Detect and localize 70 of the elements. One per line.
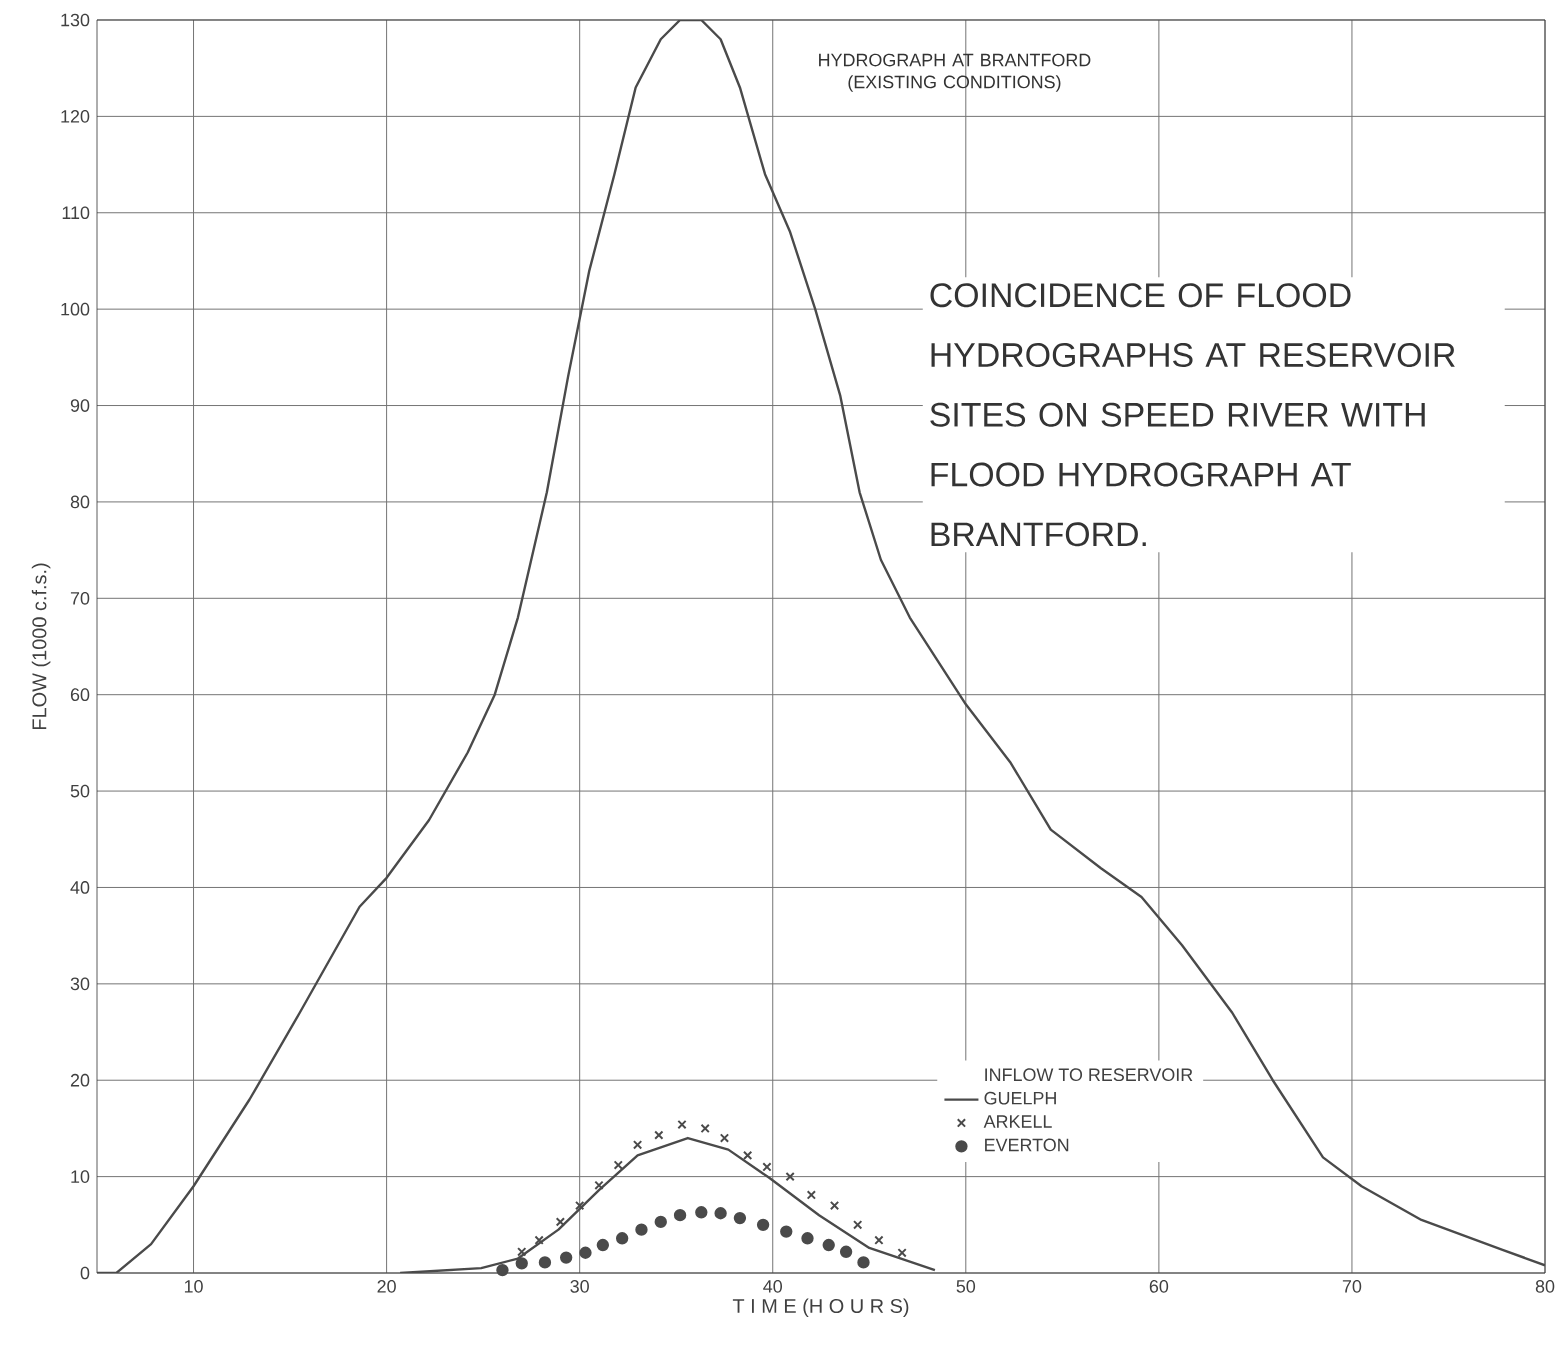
point — [897, 1248, 907, 1258]
point — [555, 1217, 566, 1227]
point — [496, 1263, 509, 1277]
point — [654, 1130, 664, 1140]
line-series — [398, 1136, 937, 1273]
legend-label: EVERTON — [985, 1138, 1069, 1152]
point — [801, 1232, 814, 1245]
point — [756, 1218, 770, 1231]
x-tick-label: 60 — [1149, 1280, 1169, 1293]
line-series — [97, 19, 1546, 1273]
point — [806, 1190, 817, 1200]
y-tick-label: 0 — [80, 1266, 90, 1280]
y-tick-label: 50 — [70, 784, 90, 798]
y-tick-label: 120 — [61, 110, 90, 123]
x-tick-label: 40 — [763, 1280, 783, 1293]
point — [839, 1245, 853, 1258]
point — [677, 1119, 687, 1130]
y-tick-label: 30 — [70, 977, 90, 991]
point — [762, 1162, 772, 1172]
y-tick-label: 110 — [62, 206, 90, 220]
point — [517, 1247, 527, 1257]
point — [719, 1133, 730, 1143]
point — [594, 1180, 604, 1190]
point — [559, 1251, 573, 1264]
point — [579, 1246, 592, 1259]
y-tick-label: 130 — [61, 13, 90, 27]
text: COINCIDENCE OF FLOOD HYDROGRAPHS AT RESERVOIR SITES ON SPEED RIVER WITH FLOOD HYDROGRAPH AT BRANTFORD. — [930, 283, 1455, 547]
y-tick-label: 80 — [70, 495, 90, 509]
point — [673, 1208, 687, 1222]
point — [742, 1150, 753, 1161]
y-tick-label: 90 — [70, 399, 90, 412]
y-tick-label: 100 — [61, 302, 90, 316]
legend-label: ARKELL — [983, 1115, 1052, 1128]
point — [857, 1256, 870, 1269]
x-tick-label: 80 — [1535, 1280, 1555, 1293]
x-tick-label: 10 — [184, 1280, 203, 1293]
y-tick-label: 20 — [70, 1073, 90, 1087]
point — [538, 1256, 552, 1269]
x-axis-title: T I M E (H O U R S) — [732, 1298, 909, 1317]
y-tick-label: 10 — [71, 1170, 90, 1183]
point — [695, 1206, 708, 1219]
x-tick-label: 50 — [956, 1280, 976, 1293]
legend-title: INFLOW TO RESERVOIR — [985, 1068, 1193, 1082]
x-tick-label: 30 — [570, 1280, 589, 1293]
point — [515, 1257, 528, 1270]
point — [534, 1235, 544, 1245]
point — [822, 1238, 835, 1252]
y-tick-label: 40 — [70, 881, 90, 894]
legend-label: GUELPH — [984, 1091, 1056, 1105]
point — [632, 1140, 643, 1150]
point — [635, 1223, 648, 1236]
point — [785, 1171, 795, 1182]
y-axis-title: FLOW (1000 c.f.s.) — [31, 563, 51, 730]
point — [733, 1211, 747, 1225]
x-tick-label: 20 — [377, 1280, 396, 1293]
point — [700, 1123, 710, 1134]
point — [596, 1238, 610, 1252]
point — [853, 1220, 863, 1230]
x-tick-label: 70 — [1342, 1280, 1362, 1293]
point — [829, 1200, 840, 1211]
point — [874, 1235, 884, 1245]
point — [613, 1160, 623, 1170]
point — [780, 1225, 793, 1238]
point — [654, 1215, 667, 1229]
point — [615, 1232, 629, 1245]
point — [714, 1207, 727, 1220]
y-tick-label: 70 — [70, 591, 90, 605]
y-tick-label: 60 — [70, 688, 90, 702]
point — [575, 1200, 585, 1211]
annotation: HYDROGRAPH AT BRANTFORD (EXISTING CONDITIONS) — [819, 53, 1091, 92]
